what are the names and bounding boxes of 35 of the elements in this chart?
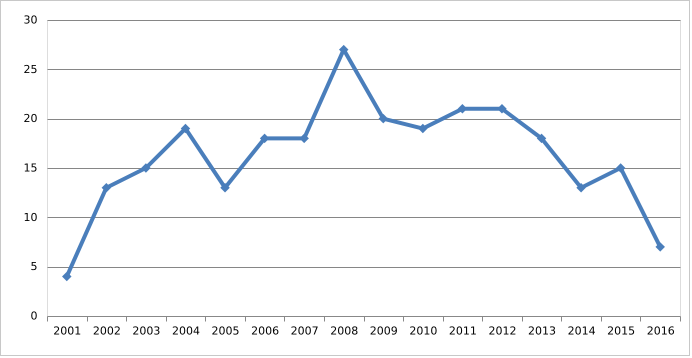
x-tick-label: 2011	[448, 324, 477, 338]
y-tick-label: 0	[30, 310, 38, 322]
x-tick-label: 2016	[646, 324, 675, 338]
x-tick-label: 2007	[290, 324, 319, 338]
point	[418, 124, 428, 134]
point	[655, 242, 665, 252]
y-tick-label: 10	[24, 210, 38, 224]
point	[338, 44, 348, 54]
x-tick-label: 2010	[409, 324, 438, 338]
x-tick-label: 2002	[92, 324, 121, 338]
x-tick-label: 2005	[212, 324, 240, 338]
x-tick-label: 2008	[330, 324, 358, 338]
point	[616, 163, 626, 173]
x-tick-label: 2006	[251, 324, 280, 338]
point	[180, 124, 190, 134]
x-tick-label: 2012	[488, 324, 516, 338]
point	[378, 114, 388, 124]
y-tick-label: 20	[24, 112, 38, 126]
y-tick-label: 25	[24, 62, 38, 76]
point	[141, 163, 151, 173]
point	[536, 134, 546, 144]
y-tick-label: 5	[30, 260, 38, 274]
x-tick-label: 2013	[528, 324, 556, 338]
point	[62, 272, 72, 282]
point	[102, 182, 112, 192]
x-tick-label: 2014	[568, 324, 596, 338]
point	[576, 182, 586, 192]
x-tick-label: 2015	[607, 324, 636, 338]
y-tick-label: 30	[24, 14, 38, 26]
y-tick-label: 15	[24, 162, 38, 174]
x-tick-label: 2004	[172, 324, 200, 338]
x-tick-label: 2003	[132, 324, 160, 338]
point	[220, 182, 230, 192]
x-tick-label: 2009	[370, 324, 398, 338]
x-tick-label: 2001	[53, 324, 82, 338]
